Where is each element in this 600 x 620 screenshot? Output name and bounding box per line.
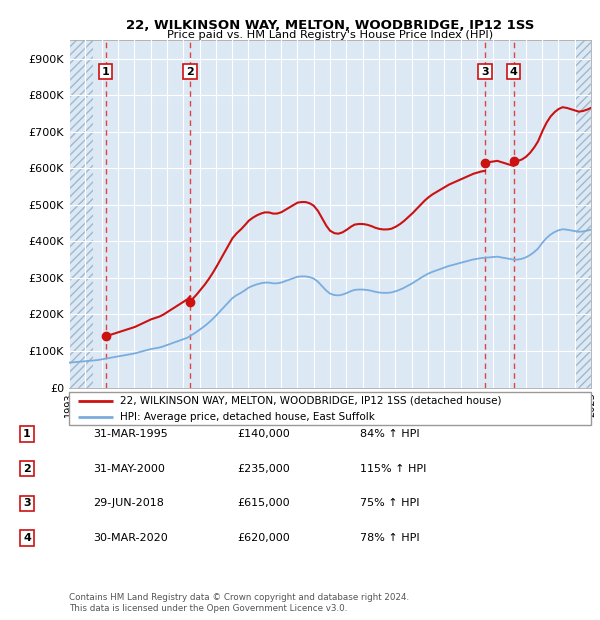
Text: 2: 2 (23, 464, 31, 474)
Text: 2: 2 (186, 66, 194, 76)
Text: 4: 4 (23, 533, 31, 543)
Text: 30-MAR-2020: 30-MAR-2020 (93, 533, 168, 543)
Text: £615,000: £615,000 (237, 498, 290, 508)
Text: 84% ↑ HPI: 84% ↑ HPI (360, 429, 419, 439)
Text: 22, WILKINSON WAY, MELTON, WOODBRIDGE, IP12 1SS: 22, WILKINSON WAY, MELTON, WOODBRIDGE, I… (126, 19, 534, 32)
Text: 78% ↑ HPI: 78% ↑ HPI (360, 533, 419, 543)
Text: 4: 4 (509, 66, 517, 76)
Text: 1: 1 (102, 66, 110, 76)
Bar (575, 40, 591, 388)
Text: 3: 3 (481, 66, 489, 76)
Text: £235,000: £235,000 (237, 464, 290, 474)
Text: £620,000: £620,000 (237, 533, 290, 543)
Text: 75% ↑ HPI: 75% ↑ HPI (360, 498, 419, 508)
Text: 31-MAY-2000: 31-MAY-2000 (93, 464, 165, 474)
Text: £140,000: £140,000 (237, 429, 290, 439)
Text: 115% ↑ HPI: 115% ↑ HPI (360, 464, 427, 474)
Text: 22, WILKINSON WAY, MELTON, WOODBRIDGE, IP12 1SS (detached house): 22, WILKINSON WAY, MELTON, WOODBRIDGE, I… (120, 396, 502, 405)
Text: 3: 3 (23, 498, 31, 508)
Text: Price paid vs. HM Land Registry's House Price Index (HPI): Price paid vs. HM Land Registry's House … (167, 30, 493, 40)
Bar (69, 40, 94, 388)
Text: Contains HM Land Registry data © Crown copyright and database right 2024.
This d: Contains HM Land Registry data © Crown c… (69, 593, 409, 613)
Text: 31-MAR-1995: 31-MAR-1995 (93, 429, 168, 439)
Text: 1: 1 (23, 429, 31, 439)
Text: HPI: Average price, detached house, East Suffolk: HPI: Average price, detached house, East… (120, 412, 375, 422)
Text: 29-JUN-2018: 29-JUN-2018 (93, 498, 164, 508)
